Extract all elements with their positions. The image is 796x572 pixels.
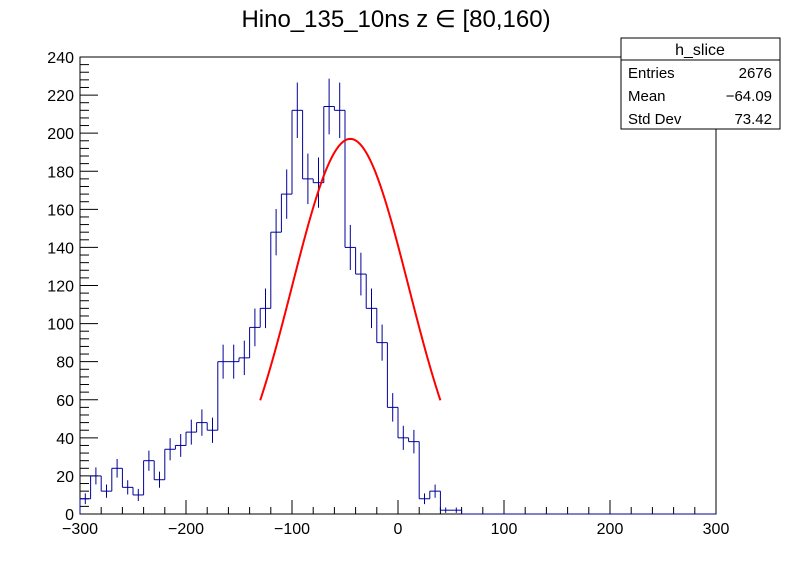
- stats-box-title: h_slice: [675, 42, 725, 59]
- y-tick-label: 200: [47, 126, 74, 143]
- histogram-bin: [397, 407, 409, 450]
- stats-mean-label: Mean: [628, 88, 666, 105]
- histogram-bin: [228, 344, 239, 379]
- y-tick-label: 0: [65, 507, 74, 524]
- x-tick-label: 100: [491, 521, 518, 538]
- x-tick-label: 200: [597, 521, 624, 538]
- y-tick-label: 20: [56, 469, 74, 486]
- gaussian-fit-curve: [259, 137, 442, 401]
- y-tick-label: 180: [47, 164, 74, 181]
- y-tick-label: 220: [47, 88, 74, 105]
- x-tick-label: −300: [62, 521, 98, 538]
- histogram-bin: [259, 288, 271, 329]
- histogram-bin: [132, 487, 144, 501]
- fit-curve-group: [259, 137, 442, 401]
- histogram-bin: [323, 78, 335, 183]
- stats-stddev-label: Std Dev: [628, 111, 682, 128]
- histogram-bin: [121, 468, 133, 495]
- histogram-bin: [429, 484, 441, 499]
- histogram-bin: [196, 409, 208, 436]
- histogram-bin: [249, 308, 261, 358]
- histogram-bin: [439, 491, 451, 513]
- histogram-bin: [90, 467, 102, 499]
- stats-stddev-value: 73.42: [734, 111, 772, 128]
- chart-title: Hino_135_10ns z ∈ [80,160): [241, 6, 550, 33]
- histogram-bin: [206, 417, 218, 443]
- stats-mean-value: −64.09: [726, 88, 772, 105]
- histogram-bin: [153, 460, 165, 488]
- y-tick-label: 140: [47, 240, 74, 257]
- histogram-bin: [270, 209, 282, 309]
- histogram-bin: [79, 493, 91, 514]
- x-tick-label: 0: [394, 521, 403, 538]
- x-tick-label: −200: [168, 521, 204, 538]
- stats-entries-label: Entries: [628, 65, 675, 82]
- x-tick-label: −100: [274, 521, 310, 538]
- histogram-bin: [238, 340, 250, 376]
- histogram-bin: [333, 82, 345, 139]
- y-tick-label: 160: [47, 202, 74, 219]
- histogram-bars: [79, 78, 716, 515]
- histogram-bin: [365, 274, 377, 329]
- histogram-bin: [111, 458, 123, 492]
- y-tick-label: 80: [56, 355, 74, 372]
- histogram-bin: [451, 507, 462, 513]
- histogram-bin: [302, 110, 314, 205]
- histogram-bin: [408, 429, 420, 454]
- histogram-bin: [280, 169, 292, 233]
- histogram-bin: [344, 110, 356, 270]
- stats-box-frame: [620, 37, 781, 130]
- histogram-bin: [418, 441, 430, 505]
- x-tick-label: 300: [703, 521, 730, 538]
- axis-ticks: −300 −200 −100 0 100 200 300 0 20 40 60 80 100 120 140…: [47, 50, 729, 538]
- histogram-bin: [291, 82, 303, 195]
- histogram-bin: [164, 438, 176, 480]
- histogram-bin: [143, 450, 155, 495]
- histogram-bin: [100, 475, 112, 498]
- y-tick-label: 100: [47, 317, 74, 334]
- histogram-bin: [355, 247, 367, 296]
- histogram-bin: [174, 434, 186, 457]
- y-tick-label: 40: [56, 431, 74, 448]
- histogram-bin: [376, 308, 388, 361]
- y-tick-label: 240: [47, 50, 74, 67]
- stats-box: h_slice Entries 2676 Mean −64.09 Std Dev…: [620, 37, 781, 130]
- stats-entries-value: 2676: [739, 65, 772, 82]
- histogram-bin: [217, 344, 229, 431]
- histogram-bin: [386, 342, 398, 422]
- y-tick-label: 120: [47, 279, 74, 296]
- y-tick-label: 60: [56, 393, 74, 410]
- histogram-bin: [185, 419, 197, 446]
- histogram-bin: [461, 510, 473, 515]
